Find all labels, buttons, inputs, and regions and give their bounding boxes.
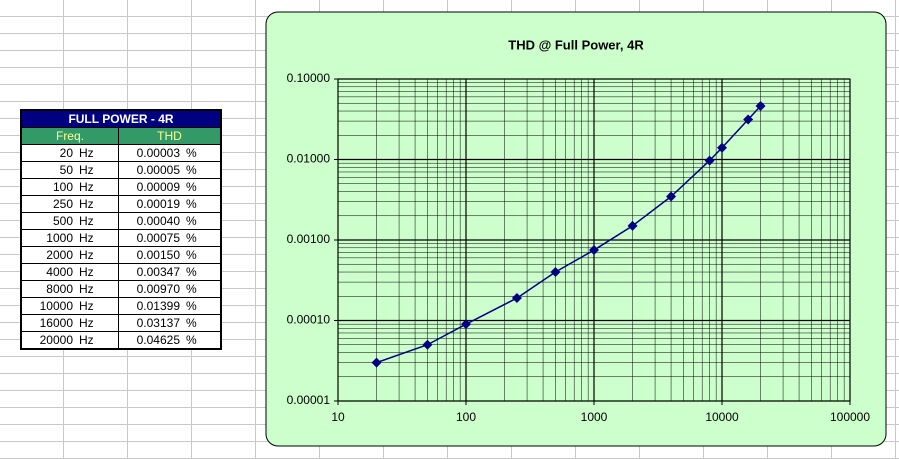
- y-tick-label: 0.01000: [287, 152, 331, 166]
- data-point: [666, 191, 677, 202]
- table-cell: %: [183, 314, 222, 332]
- table-cell: 1000: [20, 229, 76, 247]
- data-point: [371, 357, 382, 368]
- column-header: THD: [118, 127, 222, 145]
- table-cell: 4000: [20, 263, 76, 281]
- data-point: [717, 142, 727, 153]
- table-cell: 0.03137: [118, 314, 183, 332]
- table-cell: 20000: [20, 331, 76, 350]
- table-cell: 0.04625: [118, 331, 183, 350]
- y-tick-label: 0.00010: [287, 313, 331, 327]
- x-tick-label: 10000: [705, 410, 739, 424]
- data-point: [550, 267, 561, 278]
- table-cell: 20: [20, 144, 76, 162]
- table-cell: 100: [20, 178, 76, 196]
- table-cell: 0.00009: [118, 178, 183, 196]
- table-cell: Hz: [76, 212, 119, 230]
- data-point: [743, 114, 754, 125]
- y-tick-label: 0.00100: [287, 232, 331, 246]
- y-tick-label: 0.10000: [287, 71, 331, 85]
- y-tick-label: 0.00001: [287, 393, 331, 407]
- column-header: Freq.: [20, 127, 119, 145]
- chart-title: THD @ Full Power, 4R: [508, 37, 644, 52]
- data-point: [511, 293, 522, 304]
- data-table: FULL POWER - 4R Freq. THD 20 Hz 0.00003% 50…: [20, 109, 222, 350]
- data-point: [627, 220, 638, 231]
- data-point: [704, 155, 715, 166]
- table-cell: 16000: [20, 314, 76, 332]
- plot-border: [337, 78, 851, 402]
- x-tick-label: 1000: [581, 410, 608, 424]
- data-point: [461, 319, 471, 330]
- table-cell: 0.00040: [118, 212, 183, 230]
- data-point: [422, 339, 433, 350]
- table-cell: Hz: [76, 246, 119, 264]
- table-cell: 0.00019: [118, 195, 183, 213]
- x-tick-label: 100: [456, 410, 476, 424]
- table-cell: 10000: [20, 297, 76, 315]
- x-tick-label: 10: [331, 410, 345, 424]
- table-title: FULL POWER - 4R: [20, 109, 222, 128]
- table-cell: Hz: [76, 314, 119, 332]
- table-cell: 0.00970: [118, 280, 183, 298]
- x-tick-label: 100000: [830, 410, 870, 424]
- table-cell: 500: [20, 212, 76, 230]
- table-cell: Hz: [76, 331, 119, 350]
- table-cell: Hz: [76, 195, 119, 213]
- table-cell: 2000: [20, 246, 76, 264]
- table-cell: 0.00005: [118, 161, 183, 179]
- series-line: [376, 105, 762, 364]
- data-point: [589, 245, 599, 256]
- table-cell: %: [183, 331, 222, 350]
- table-cell: 8000: [20, 280, 76, 298]
- table-cell: 0.00347: [118, 263, 183, 281]
- data-point: [755, 100, 766, 111]
